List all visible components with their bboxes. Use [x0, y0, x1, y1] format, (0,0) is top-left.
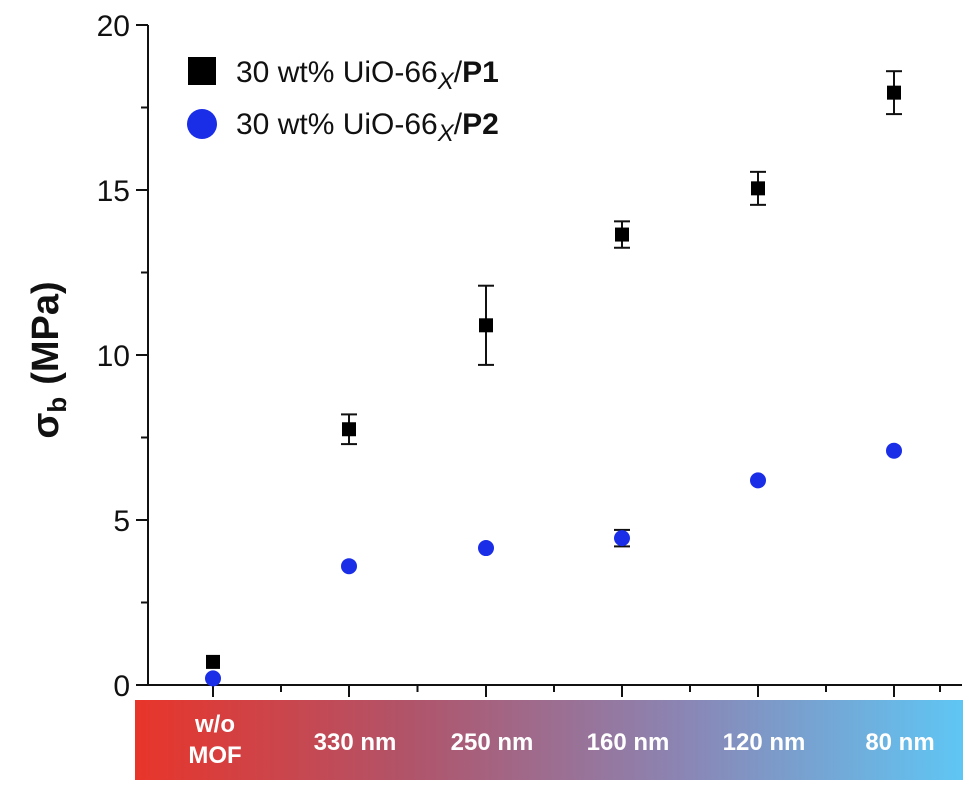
- category-labels: w/o MOF 330 nm 250 nm 160 nm 120 nm 80 nm: [188, 711, 934, 769]
- data-point-square: [342, 422, 356, 437]
- series-1: [206, 70, 902, 669]
- data-point-square: [206, 654, 220, 669]
- category-label: 330 nm: [314, 729, 397, 756]
- y-ticks: 0 5 10 15 20: [97, 10, 148, 703]
- y-tick-label: 10: [97, 340, 130, 373]
- legend-p1-sep: /: [454, 56, 463, 89]
- data-point-square: [479, 318, 493, 333]
- x-ticks: [212, 685, 941, 697]
- data-point-circle: [614, 530, 630, 547]
- category-band: [135, 700, 963, 780]
- y-tick-label: 0: [113, 670, 130, 703]
- category-label: 80 nm: [865, 729, 934, 756]
- y-axis-title-main: σ: [25, 413, 67, 439]
- legend-p2-sub: X: [437, 120, 455, 147]
- data-point-circle: [886, 442, 902, 459]
- category-gradient-bar: [135, 700, 963, 780]
- legend-p1-prefix: 30 wt% UiO-66: [236, 56, 438, 89]
- y-tick-label: 5: [113, 505, 130, 538]
- data-point-circle: [478, 540, 494, 557]
- legend-entry-p2: 30 wt% UiO-66X/P2: [236, 108, 499, 147]
- y-axis-title-unit: (MPa): [25, 281, 67, 384]
- category-label: 120 nm: [723, 729, 806, 756]
- data-point-square: [751, 181, 765, 196]
- y-axis-title: σb (MPa): [25, 281, 72, 438]
- y-tick-label: 15: [97, 175, 130, 208]
- category-label: 160 nm: [587, 729, 670, 756]
- data-point-circle: [341, 558, 357, 575]
- data-point-square: [615, 227, 629, 242]
- y-axis-title-sub: b: [42, 397, 72, 413]
- legend: 30 wt% UiO-66X/P1 30 wt% UiO-66X/P2: [187, 56, 499, 147]
- legend-p2-sep: /: [454, 108, 463, 141]
- legend-p1-sub: X: [437, 68, 455, 95]
- legend-p2-bold: P2: [462, 108, 499, 141]
- series-2: [205, 442, 902, 687]
- data-point-square: [887, 85, 901, 100]
- legend-entry-p1: 30 wt% UiO-66X/P1: [236, 56, 499, 95]
- legend-marker-p2: [187, 109, 217, 139]
- y-tick-label: 20: [97, 10, 130, 43]
- legend-p2-prefix: 30 wt% UiO-66: [236, 108, 438, 141]
- data-point-circle: [205, 670, 221, 687]
- data-point-circle: [750, 472, 766, 489]
- category-label-line: w/o: [194, 711, 235, 738]
- category-label: 250 nm: [451, 729, 534, 756]
- category-label-line: MOF: [188, 742, 241, 769]
- legend-marker-p1: [188, 57, 216, 85]
- series-layer: [205, 70, 902, 687]
- legend-p1-bold: P1: [462, 56, 499, 89]
